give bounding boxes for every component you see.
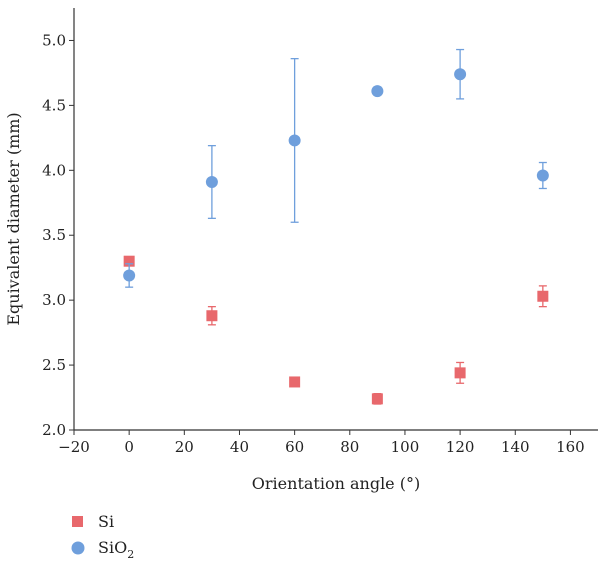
data-point-si xyxy=(371,393,383,405)
legend-label-sio2-subscript: 2 xyxy=(127,548,134,561)
legend-label-sio2-base: SiO xyxy=(98,538,127,557)
x-tick-label: −20 xyxy=(58,438,90,456)
x-tick-label: 0 xyxy=(124,438,134,456)
data-point-sio2 xyxy=(454,68,467,81)
x-tick-label: 140 xyxy=(501,438,530,456)
data-point-si xyxy=(123,255,135,267)
legend-label-sio2: SiO2 xyxy=(98,538,134,561)
y-tick-label: 4.0 xyxy=(42,161,66,179)
legend-label-si: Si xyxy=(98,512,114,531)
data-point-sio2 xyxy=(371,85,384,98)
x-axis: −20 0 20 40 60 80 100 120 140 160 xyxy=(58,430,585,456)
y-tick-label: 4.5 xyxy=(42,96,66,114)
data-point-si xyxy=(454,367,466,379)
y-tick-label: 3.0 xyxy=(42,291,66,309)
data-point-sio2 xyxy=(205,175,218,188)
y-axis-title: Equivalent diameter (mm) xyxy=(4,112,23,325)
series-si xyxy=(123,255,549,405)
x-tick-label: 160 xyxy=(556,438,585,456)
x-tick-label: 20 xyxy=(175,438,194,456)
legend-marker-si xyxy=(72,516,83,527)
x-tick-label: 60 xyxy=(285,438,304,456)
y-tick-label: 3.5 xyxy=(42,226,66,244)
data-point-sio2 xyxy=(288,134,301,147)
x-tick-label: 100 xyxy=(391,438,420,456)
data-series xyxy=(123,48,549,405)
data-point-sio2 xyxy=(536,169,549,182)
x-axis-title: Orientation angle (°) xyxy=(252,474,420,493)
data-point-si xyxy=(537,290,549,302)
series-sio2 xyxy=(123,48,549,288)
legend-marker-sio2 xyxy=(71,541,85,555)
y-axis: 2.0 2.5 3.0 3.5 4.0 4.5 5.0 xyxy=(42,31,74,439)
data-point-sio2 xyxy=(123,269,136,282)
x-tick-label: 80 xyxy=(340,438,359,456)
plot-frame xyxy=(73,8,598,431)
data-point-si xyxy=(289,376,301,388)
y-tick-label: 2.5 xyxy=(42,356,66,374)
x-tick-label: 120 xyxy=(446,438,475,456)
data-point-si xyxy=(206,310,218,322)
y-tick-label: 5.0 xyxy=(42,31,66,49)
x-tick-label: 40 xyxy=(230,438,249,456)
legend: Si SiO2 xyxy=(71,512,134,561)
y-tick-label: 2.0 xyxy=(42,421,66,439)
